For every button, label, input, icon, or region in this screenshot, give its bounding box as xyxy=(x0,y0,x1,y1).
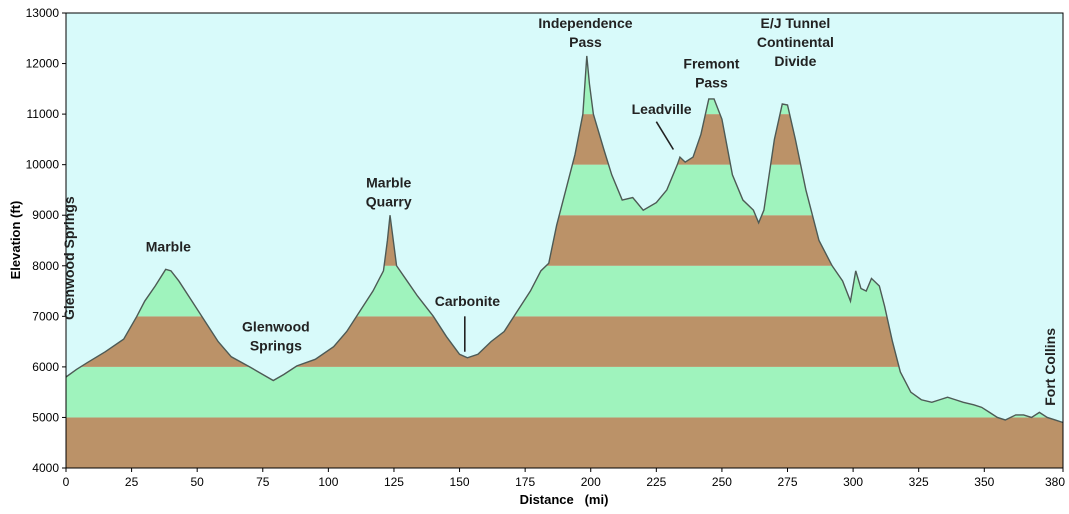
y-tick-label: 5000 xyxy=(32,410,59,424)
location-label: Glenwood Springs xyxy=(61,196,77,320)
annotations: Glenwood Springs Marble Glenwood Springs Mar… xyxy=(61,15,1058,406)
y-axis: 4000 5000 6000 7000 8000 9000 10000 11000 12000 1… xyxy=(26,6,66,475)
x-axis-title: Distance (mi) xyxy=(520,492,609,507)
elevation-band-4000 xyxy=(66,417,1063,468)
location-label: Glenwood Springs xyxy=(242,319,310,354)
x-tick-label: 325 xyxy=(909,475,929,489)
elevation-band-5000 xyxy=(66,366,1063,418)
location-label: Fremont Pass xyxy=(683,56,739,91)
x-tick-label: 300 xyxy=(843,475,863,489)
y-tick-label: 4000 xyxy=(32,461,59,475)
y-axis-title: Elevation (ft) xyxy=(8,201,23,280)
x-tick-label: 350 xyxy=(974,475,994,489)
x-tick-label: 25 xyxy=(125,475,139,489)
x-tick-label: 380 xyxy=(1045,475,1065,489)
location-label: Independence Pass xyxy=(538,15,632,50)
x-tick-label: 75 xyxy=(256,475,270,489)
x-tick-label: 0 xyxy=(63,475,70,489)
y-tick-label: 7000 xyxy=(32,309,59,323)
y-tick-label: 9000 xyxy=(32,208,59,222)
location-label: Marble xyxy=(146,239,191,255)
x-tick-label: 200 xyxy=(581,475,601,489)
y-tick-label: 10000 xyxy=(26,158,60,172)
y-tick-label: 8000 xyxy=(32,259,59,273)
label-pointer-line xyxy=(655,121,675,150)
x-tick-label: 50 xyxy=(191,475,205,489)
location-label: E/J Tunnel Continental Divide xyxy=(757,15,834,69)
y-tick-label: 11000 xyxy=(27,107,60,121)
location-label: Marble Quarry xyxy=(366,174,412,209)
x-tick-label: 225 xyxy=(646,475,666,489)
x-tick-label: 275 xyxy=(777,475,797,489)
x-tick-label: 250 xyxy=(712,475,732,489)
y-tick-label: 6000 xyxy=(32,360,59,374)
x-tick-label: 150 xyxy=(450,475,470,489)
y-tick-label: 12000 xyxy=(26,57,60,71)
x-tick-label: 100 xyxy=(318,475,338,489)
x-axis: 0 25 50 75 100 125 150 175 200 225 250 275 300 325 350… xyxy=(63,468,1065,489)
x-tick-label: 175 xyxy=(515,475,535,489)
location-label: Leadville xyxy=(632,101,692,117)
elevation-profile-line xyxy=(65,55,1064,424)
location-label: Fort Collins xyxy=(1042,328,1058,406)
location-label: Carbonite xyxy=(435,293,501,309)
y-tick-label: 13000 xyxy=(26,6,60,20)
plot-frame xyxy=(65,12,1064,469)
x-tick-label: 125 xyxy=(384,475,404,489)
